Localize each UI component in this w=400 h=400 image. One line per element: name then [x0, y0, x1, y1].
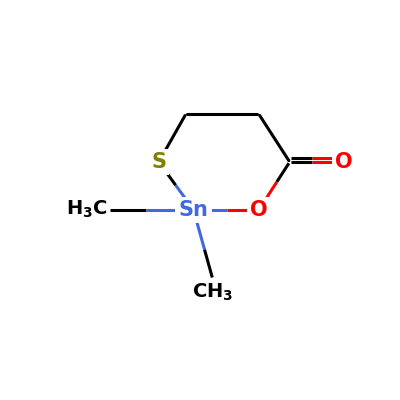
Text: O: O: [250, 200, 268, 220]
Text: Sn: Sn: [178, 200, 208, 220]
Text: S: S: [151, 152, 166, 172]
Text: $\mathregular{CH_3}$: $\mathregular{CH_3}$: [192, 282, 233, 303]
Text: $\mathregular{H_3C}$: $\mathregular{H_3C}$: [66, 199, 107, 220]
Text: O: O: [335, 152, 352, 172]
Text: H: H: [92, 201, 107, 219]
